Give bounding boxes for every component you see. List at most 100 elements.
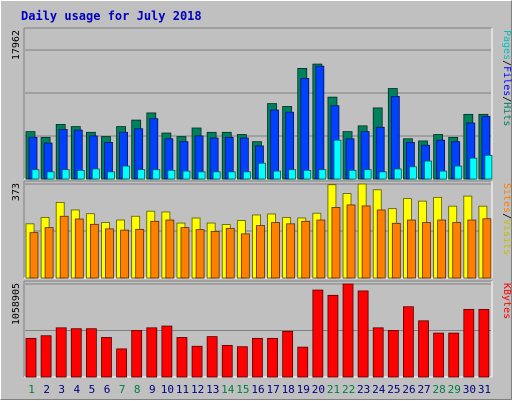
bar-sites-day-13	[210, 230, 220, 279]
bar-files-day-19	[300, 78, 310, 180]
bar-pages-day-21	[333, 139, 342, 180]
y-axis-label-pages: Pages	[501, 30, 512, 60]
bar-sites-day-14	[225, 227, 235, 279]
x-tick-label-day-17: 17	[266, 383, 279, 396]
x-tick-label-day-30: 30	[463, 383, 476, 396]
bar-files-day-25	[390, 96, 400, 180]
bar-kbytes-day-16	[252, 337, 263, 378]
bar-kbytes-day-1	[25, 337, 37, 378]
x-tick-label-day-15: 15	[236, 383, 249, 396]
bar-sites-day-25	[391, 222, 401, 279]
bar-files-day-24	[375, 126, 385, 180]
bar-kbytes-day-25	[387, 330, 399, 378]
bar-kbytes-day-2	[40, 335, 52, 378]
bar-sites-day-22	[346, 204, 356, 279]
bar-pages-day-27	[424, 160, 432, 180]
bar-sites-day-24	[376, 209, 386, 279]
y-max-label: 373	[11, 183, 22, 201]
x-tick-label-day-27: 27	[417, 383, 430, 396]
bar-kbytes-day-8	[131, 330, 143, 378]
bar-sites-day-15	[240, 233, 250, 279]
bar-kbytes-day-18	[282, 330, 294, 378]
bar-pages-day-31	[484, 154, 493, 180]
x-tick-label-day-5: 5	[89, 383, 96, 396]
bar-kbytes-day-5	[85, 328, 97, 378]
y-axis-label-separator: /	[501, 96, 512, 102]
bar-sites-day-16	[256, 225, 265, 279]
bar-kbytes-day-4	[70, 328, 82, 378]
y-axis-label: Sites/Visits	[501, 183, 512, 255]
bar-kbytes-day-21	[327, 294, 339, 378]
x-tick-label-day-24: 24	[372, 383, 386, 396]
bar-pages-day-4	[76, 169, 85, 180]
x-tick-label-day-10: 10	[161, 383, 174, 396]
bar-kbytes-day-14	[221, 344, 233, 378]
bar-sites-day-7	[120, 229, 129, 279]
x-axis-labels: 1 2 3 4 5 6 7 8 9 10 11 12 13 14 15 16 17 18 19 20 21 22 23 24 2…	[28, 383, 491, 396]
y-axis-label-visits: Visits	[501, 219, 512, 255]
bar-pages-day-3	[61, 169, 70, 180]
y-max-label: 17962	[11, 30, 22, 60]
bar-kbytes-day-20	[312, 289, 324, 378]
bar-files-day-20	[315, 65, 325, 180]
bar-pages-day-11	[182, 170, 191, 180]
bar-pages-day-17	[273, 170, 281, 180]
bar-sites-day-10	[165, 219, 175, 279]
bar-kbytes-day-24	[372, 327, 384, 378]
bar-kbytes-day-12	[191, 345, 203, 378]
bar-kbytes-day-11	[176, 337, 188, 378]
bar-sites-day-23	[361, 205, 371, 279]
x-tick-label-day-2: 2	[43, 383, 50, 396]
bar-kbytes-day-28	[433, 332, 445, 378]
bar-pages-day-2	[46, 171, 55, 180]
bar-sites-day-28	[437, 219, 447, 279]
bar-pages-day-12	[197, 171, 206, 180]
x-tick-label-day-8: 8	[134, 383, 141, 396]
x-tick-label-day-9: 9	[149, 383, 156, 396]
bar-pages-day-10	[167, 169, 176, 180]
bar-kbytes-day-17	[267, 337, 278, 378]
y-axis-label-kbytes: KBytes	[501, 283, 512, 319]
bar-kbytes-day-27	[418, 320, 429, 378]
bar-pages-day-28	[439, 170, 448, 180]
x-tick-label-day-16: 16	[251, 383, 264, 396]
x-tick-label-day-1: 1	[28, 383, 35, 396]
bar-pages-day-5	[91, 168, 100, 180]
x-tick-label-day-20: 20	[312, 383, 325, 396]
bar-pages-day-13	[212, 171, 221, 180]
bar-kbytes-day-15	[236, 346, 248, 378]
x-tick-label-day-14: 14	[221, 383, 235, 396]
y-axis-label: KBytes	[501, 283, 512, 319]
bar-kbytes-day-23	[357, 290, 369, 378]
bar-pages-day-29	[454, 165, 463, 180]
x-tick-label-day-18: 18	[282, 383, 295, 396]
bar-sites-day-19	[301, 220, 311, 279]
bar-kbytes-day-30	[463, 308, 475, 378]
bar-kbytes-day-26	[403, 306, 414, 378]
bar-pages-day-18	[288, 169, 297, 180]
bar-pages-day-30	[469, 157, 478, 180]
bar-pages-day-7	[122, 165, 130, 180]
bar-kbytes-day-29	[448, 332, 460, 378]
bar-pages-day-9	[152, 169, 161, 180]
y-axis-label-separator: /	[501, 60, 512, 66]
bar-pages-day-23	[363, 169, 372, 180]
bar-pages-day-15	[242, 171, 251, 180]
bar-kbytes-day-3	[55, 327, 67, 378]
x-tick-label-day-13: 13	[206, 383, 219, 396]
bar-files-day-18	[285, 111, 295, 180]
bar-pages-day-8	[137, 169, 146, 180]
y-axis-label-separator: /	[501, 213, 512, 219]
bar-sites-day-9	[150, 220, 160, 279]
y-max-label: 1058905	[11, 283, 22, 325]
bar-kbytes-day-13	[206, 336, 218, 378]
bar-kbytes-day-22	[342, 283, 354, 378]
bar-sites-day-18	[286, 223, 296, 279]
bar-sites-day-8	[135, 228, 145, 279]
x-tick-label-day-19: 19	[297, 383, 310, 396]
x-tick-label-day-28: 28	[433, 383, 446, 396]
x-tick-label-day-7: 7	[119, 383, 126, 396]
bar-pages-day-14	[227, 171, 236, 180]
bar-pages-day-6	[107, 171, 115, 180]
